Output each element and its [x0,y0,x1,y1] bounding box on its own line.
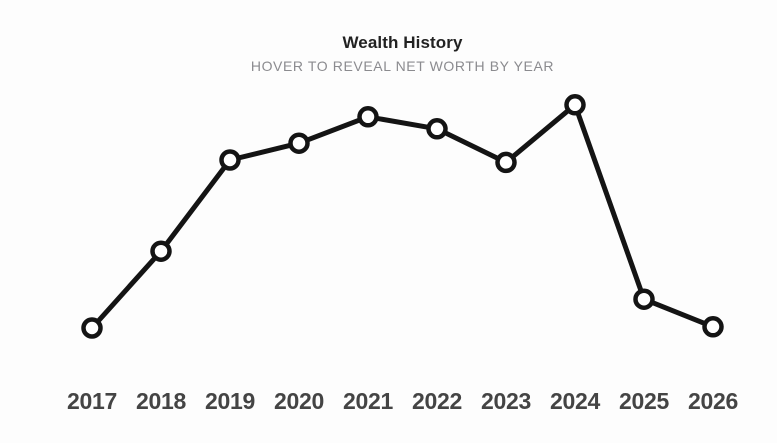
x-axis-label-2024: 2024 [550,388,600,414]
x-axis-label-2025: 2025 [619,388,669,414]
data-point-2020[interactable] [288,132,310,154]
x-axis-label-2020: 2020 [274,388,324,414]
x-axis-label-2023: 2023 [481,388,531,414]
data-point-2017[interactable] [81,317,103,339]
data-point-2018[interactable] [150,240,172,262]
data-point-2024[interactable] [564,94,586,116]
x-axis-label-2018: 2018 [136,388,186,414]
data-point-2023[interactable] [495,151,517,174]
x-axis-label-2021: 2021 [343,388,393,414]
data-point-2025[interactable] [633,288,655,310]
x-axis-label-2026: 2026 [688,388,738,414]
data-point-2022[interactable] [426,118,448,140]
x-axis-label-2022: 2022 [412,388,462,414]
x-axis-label-2019: 2019 [205,388,255,414]
data-point-2019[interactable] [219,149,241,171]
data-point-2021[interactable] [357,106,379,128]
data-point-2026[interactable] [702,316,724,338]
x-axis-label-2017: 2017 [67,388,117,414]
series-line [89,102,716,331]
